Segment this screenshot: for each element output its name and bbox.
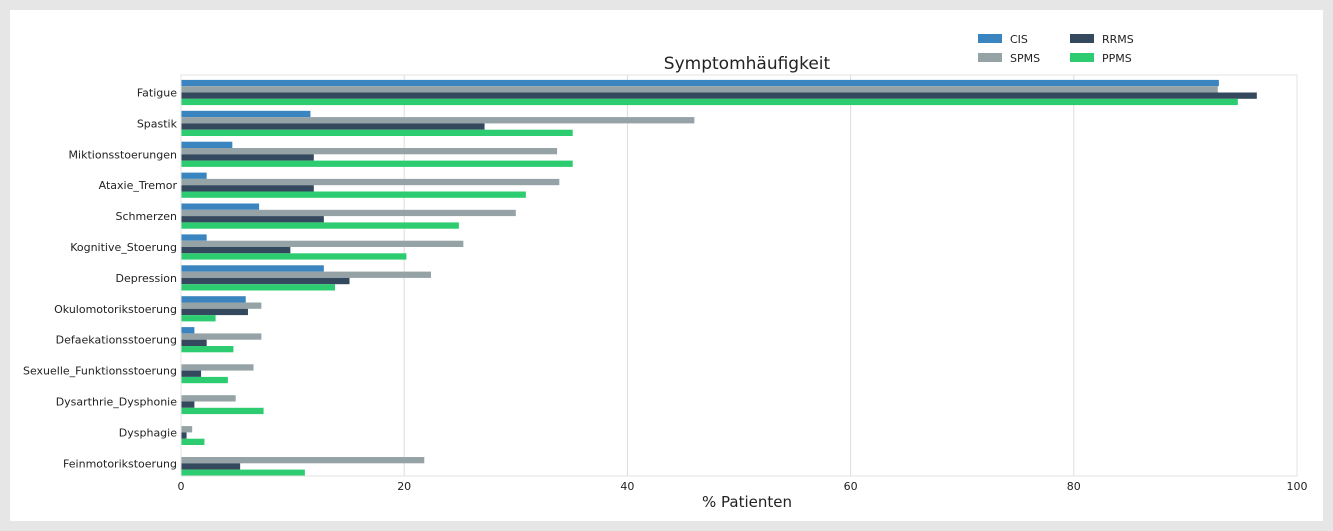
- x-tick-label: 80: [1067, 480, 1081, 493]
- bar-rrms-depression: [181, 277, 350, 285]
- category-label: Ataxie_Tremor: [99, 179, 178, 192]
- x-tick-label: 20: [397, 480, 411, 493]
- bar-cis-miktionsstoerungen: [181, 141, 233, 148]
- category-label: Okulomotorikstoerung: [54, 303, 177, 316]
- bar-chart: Fatigue Spastik Miktionsstoerungen Ataxie_T…: [23, 33, 1308, 511]
- bar-cis-depression: [181, 265, 324, 272]
- x-tick-labels: 0 20 40 60 80 100: [178, 480, 1308, 493]
- category-label: Dysarthrie_Dysphonie: [56, 396, 178, 409]
- category-label: Spastik: [137, 117, 178, 130]
- bar-ppms-kognitive-stoerung: [181, 253, 407, 260]
- category-label: Depression: [116, 272, 178, 285]
- category-label: Dysphagie: [119, 426, 177, 439]
- bar-spms-okulomotorikstoerung: [181, 302, 262, 309]
- bar-rrms-fatigue: [181, 92, 1257, 99]
- bar-ppms-spastik: [181, 129, 573, 136]
- bar-spms-depression: [181, 271, 431, 278]
- bar-rrms-defaekationsstoerung: [181, 339, 207, 346]
- x-axis-label: % Patienten: [702, 493, 792, 511]
- bar-spms-feinmotorikstoerung: [181, 457, 425, 464]
- bar-spms-spastik: [181, 117, 695, 124]
- bar-cis-defaekationsstoerung: [181, 327, 195, 334]
- bar-cis-kognitive-stoerung: [181, 234, 207, 241]
- x-tick-label: 0: [178, 480, 185, 493]
- category-label: Kognitive_Stoerung: [70, 241, 177, 254]
- category-label: Fatigue: [137, 87, 177, 100]
- bar-cis-fatigue: [181, 79, 1219, 87]
- category-label: Schmerzen: [115, 210, 177, 223]
- bar-spms-sexuelle-funktionsstoerung: [181, 364, 254, 371]
- legend-swatch-spms: [978, 53, 1002, 62]
- x-tick-label: 60: [844, 480, 858, 493]
- bar-cis-okulomotorikstoerung: [181, 296, 246, 303]
- plot-area-border: [180, 74, 1298, 477]
- category-label: Defaekationsstoerung: [56, 334, 177, 347]
- bar-ppms-dysarthrie-dysphonie: [181, 407, 264, 415]
- x-tick-label: 40: [620, 480, 634, 493]
- bar-rrms-kognitive-stoerung: [181, 247, 291, 254]
- legend-swatch-cis: [978, 34, 1002, 43]
- bar-ppms-fatigue: [181, 98, 1238, 106]
- legend-label-rrms: RRMS: [1102, 33, 1134, 46]
- bar-rrms-schmerzen: [181, 216, 324, 223]
- bar-spms-kognitive-stoerung: [181, 240, 464, 247]
- bar-ppms-depression: [181, 284, 336, 291]
- bar-spms-dysarthrie-dysphonie: [181, 395, 236, 402]
- bar-spms-defaekationsstoerung: [181, 333, 262, 340]
- bar-spms-ataxie-tremor: [181, 178, 560, 186]
- bar-cis-spastik: [181, 110, 311, 118]
- bar-spms-dysphagie: [181, 426, 193, 433]
- category-label: Feinmotorikstoerung: [63, 457, 177, 470]
- bar-rrms-feinmotorikstoerung: [181, 463, 241, 470]
- bar-ppms-schmerzen: [181, 222, 459, 229]
- bar-spms-miktionsstoerungen: [181, 148, 558, 155]
- legend-swatch-ppms: [1070, 53, 1094, 62]
- bar-ppms-sexuelle-funktionsstoerung: [181, 376, 228, 384]
- legend-label-ppms: PPMS: [1102, 52, 1132, 65]
- legend: CIS SPMS RRMS PPMS: [978, 33, 1134, 65]
- chart-frame: Fatigue Spastik Miktionsstoerungen Ataxie_T…: [10, 10, 1323, 521]
- bar-ppms-defaekationsstoerung: [181, 346, 234, 353]
- bar-rrms-okulomotorikstoerung: [181, 308, 248, 316]
- bar-cis-schmerzen: [181, 203, 260, 210]
- chart-title: Symptomhäufigkeit: [664, 54, 831, 74]
- bar-rrms-dysarthrie-dysphonie: [181, 401, 195, 408]
- bar-rrms-spastik: [181, 123, 485, 130]
- legend-label-spms: SPMS: [1010, 52, 1040, 65]
- bar-ppms-ataxie-tremor: [181, 191, 526, 198]
- legend-label-cis: CIS: [1010, 33, 1028, 46]
- bar-spms-fatigue: [181, 86, 1218, 93]
- category-label: Sexuelle_Funktionsstoerung: [23, 365, 177, 378]
- bar-rrms-sexuelle-funktionsstoerung: [181, 370, 202, 377]
- bar-rrms-dysphagie: [181, 432, 187, 439]
- bars-layer: [181, 79, 1257, 476]
- x-tick-label: 100: [1287, 480, 1308, 493]
- bar-spms-schmerzen: [181, 209, 516, 217]
- bar-ppms-okulomotorikstoerung: [181, 315, 216, 322]
- bar-ppms-dysphagie: [181, 438, 205, 445]
- legend-swatch-rrms: [1070, 34, 1094, 43]
- category-labels: Fatigue Spastik Miktionsstoerungen Ataxie_T…: [23, 87, 178, 471]
- bar-rrms-ataxie-tremor: [181, 185, 314, 192]
- bar-ppms-feinmotorikstoerung: [181, 469, 305, 476]
- bar-ppms-miktionsstoerungen: [181, 160, 573, 167]
- bar-rrms-miktionsstoerungen: [181, 154, 314, 161]
- category-label: Miktionsstoerungen: [69, 148, 177, 161]
- bar-cis-ataxie-tremor: [181, 172, 207, 179]
